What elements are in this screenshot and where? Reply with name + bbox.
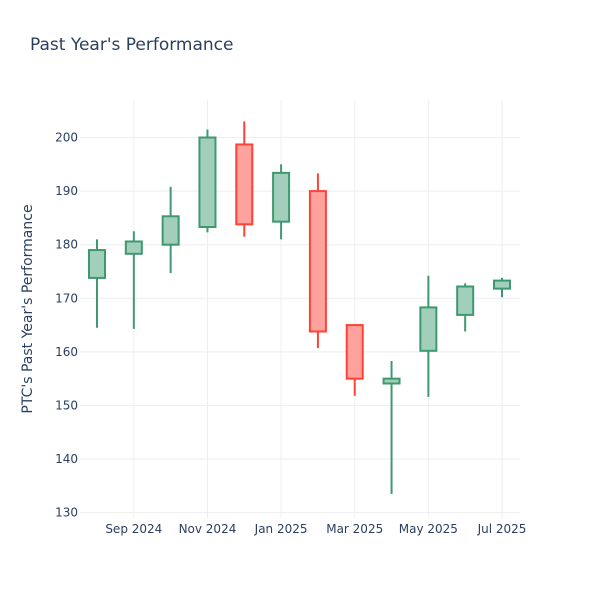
candle xyxy=(456,283,475,332)
chart-title: Past Year's Performance xyxy=(30,35,234,55)
candle xyxy=(382,360,401,494)
candle xyxy=(493,277,511,298)
candle-body xyxy=(308,190,327,333)
y-tick-label: 170 xyxy=(55,291,78,305)
candle xyxy=(161,186,180,274)
y-tick-label: 130 xyxy=(55,506,78,520)
candle-body xyxy=(456,285,475,316)
candle-body xyxy=(272,171,291,223)
candle xyxy=(88,239,106,328)
candle-body xyxy=(198,136,217,229)
x-tick-label: Mar 2025 xyxy=(326,522,383,536)
candle-body xyxy=(345,324,364,380)
y-tick-label: 180 xyxy=(55,238,78,252)
y-tick-label: 190 xyxy=(55,184,78,198)
candles-layer xyxy=(88,121,511,494)
candle-body xyxy=(419,306,438,352)
candle xyxy=(235,121,254,237)
candle xyxy=(198,129,217,233)
candle-body xyxy=(493,279,511,290)
candle-body xyxy=(88,249,106,279)
candle xyxy=(124,231,143,329)
y-tick-label: 200 xyxy=(55,131,78,145)
x-tick-label: May 2025 xyxy=(399,522,458,536)
y-tick-label: 150 xyxy=(55,398,78,412)
candle-body xyxy=(124,240,143,255)
grid-layer xyxy=(80,100,520,518)
x-axis: Sep 2024 Nov 2024 Jan 2025 Mar 2025 May 2025… xyxy=(105,522,526,536)
candle xyxy=(308,173,327,349)
x-tick-label: Nov 2024 xyxy=(179,522,237,536)
x-tick-label: Jan 2025 xyxy=(254,522,308,536)
y-tick-label: 140 xyxy=(55,452,78,466)
x-tick-label: Sep 2024 xyxy=(105,522,162,536)
candle xyxy=(272,164,291,240)
y-tick-label: 160 xyxy=(55,345,78,359)
candle-body xyxy=(382,377,401,385)
candle xyxy=(345,324,364,396)
candle-body xyxy=(161,215,180,246)
y-axis: 130 140 150 160 170 180 190 200 xyxy=(55,131,78,520)
candle xyxy=(419,275,438,397)
y-axis-title: PTC's Past Year's Performance xyxy=(20,204,36,413)
x-tick-label: Jul 2025 xyxy=(477,522,527,536)
candle-body xyxy=(235,143,254,226)
